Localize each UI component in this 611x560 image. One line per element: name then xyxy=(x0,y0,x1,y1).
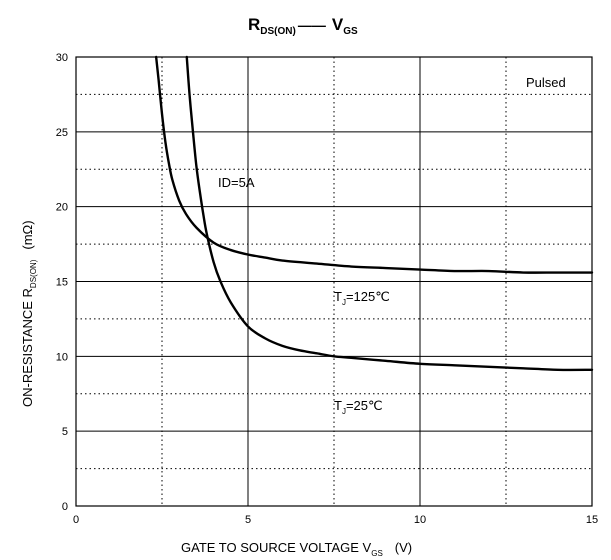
pulsed-label: Pulsed xyxy=(526,75,566,90)
chart-title: RDS(ON) —— VGS xyxy=(248,15,358,37)
x-axis-label-main: GATE TO SOURCE VOLTAGE V xyxy=(181,540,372,555)
x-tick-label: 15 xyxy=(586,514,598,526)
tj25-value: =25℃ xyxy=(346,398,383,413)
title-v: V xyxy=(332,15,344,34)
tj125-sub: J xyxy=(342,298,346,307)
y-tick-label: 10 xyxy=(56,351,68,363)
y-axis-label-main: ON-RESISTANCE R xyxy=(20,288,35,407)
x-tick-label: 0 xyxy=(73,514,79,526)
y-tick-label: 20 xyxy=(56,202,68,214)
title-r-subscript: DS(ON) xyxy=(260,26,296,37)
y-tick-label: 5 xyxy=(62,426,68,438)
title-r: R xyxy=(248,15,260,34)
series-lines xyxy=(154,55,594,372)
tj25-t: T xyxy=(334,398,342,413)
tj125-value: =125℃ xyxy=(346,289,390,304)
y-tick-label: 25 xyxy=(56,127,68,139)
y-axis-label: ON-RESISTANCE RDS(ON) (mΩ) xyxy=(20,220,38,407)
x-axis-label-sub: GS xyxy=(371,549,383,558)
tj25-label: TJ=25℃ xyxy=(334,398,383,416)
title-separator: —— xyxy=(298,17,326,33)
plot-frame xyxy=(75,56,593,507)
y-axis-label-sub: DS(ON) xyxy=(29,259,38,288)
x-axis-label: GATE TO SOURCE VOLTAGE VGS (V) xyxy=(181,540,412,558)
tj125-label: TJ=125℃ xyxy=(334,289,390,307)
title-v-subscript: GS xyxy=(343,26,358,37)
x-tick-label: 10 xyxy=(414,514,426,526)
id-label: ID=5A xyxy=(218,175,255,190)
y-tick-label: 15 xyxy=(56,277,68,289)
series-line-tj125 xyxy=(154,55,594,274)
grid xyxy=(76,57,592,506)
series-line-tj25 xyxy=(185,55,594,372)
tj25-sub: J xyxy=(342,407,346,416)
x-tick-label: 5 xyxy=(245,514,251,526)
y-axis-label-unit: (mΩ) xyxy=(20,220,35,249)
y-tick-label: 30 xyxy=(56,52,68,64)
y-tick-label: 0 xyxy=(62,501,68,513)
x-axis-label-unit: (V) xyxy=(395,540,412,555)
tick-labels: 0 5 10 15 0 5 10 15 20 25 30 xyxy=(56,52,598,526)
tj125-t: T xyxy=(334,289,342,304)
